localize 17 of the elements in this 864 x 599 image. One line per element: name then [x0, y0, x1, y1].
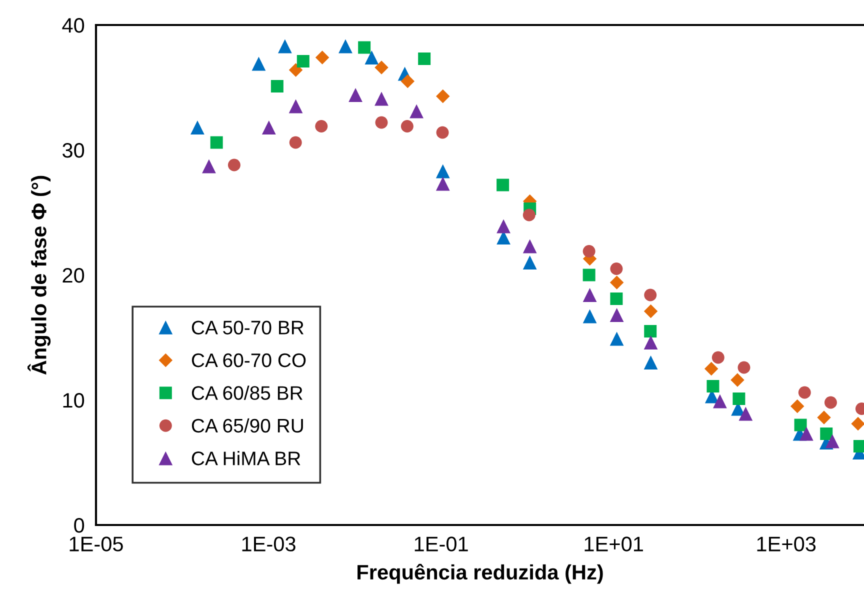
legend-label: CA HiMA BR [192, 451, 300, 466]
y-tick-label: 10 [63, 393, 84, 408]
legend-label: CA 60-70 CO [192, 353, 306, 368]
legend-label: CA 50-70 BR [192, 320, 304, 334]
x-tick-label: 1E+01 [584, 536, 643, 552]
x-tick-label: 1E-03 [242, 536, 296, 552]
legend-label: CA 60/85 BR [192, 386, 302, 400]
y-tick-label: 0 [74, 518, 84, 533]
x-tick-label: 1E-01 [414, 536, 468, 552]
y-tick-label: 20 [62, 268, 84, 283]
x-axis-title: Frequência reduzida (Hz) [358, 564, 603, 584]
y-axis-title: Ângulo de fase Φ (°) [28, 176, 51, 375]
x-tick-label: 1E+03 [757, 536, 816, 552]
x-tick-label: 1E-05 [70, 536, 123, 552]
y-tick-label: 40 [62, 18, 84, 33]
y-tick-label: 30 [62, 143, 84, 158]
legend-label: CA 65/90 RU [192, 418, 303, 433]
